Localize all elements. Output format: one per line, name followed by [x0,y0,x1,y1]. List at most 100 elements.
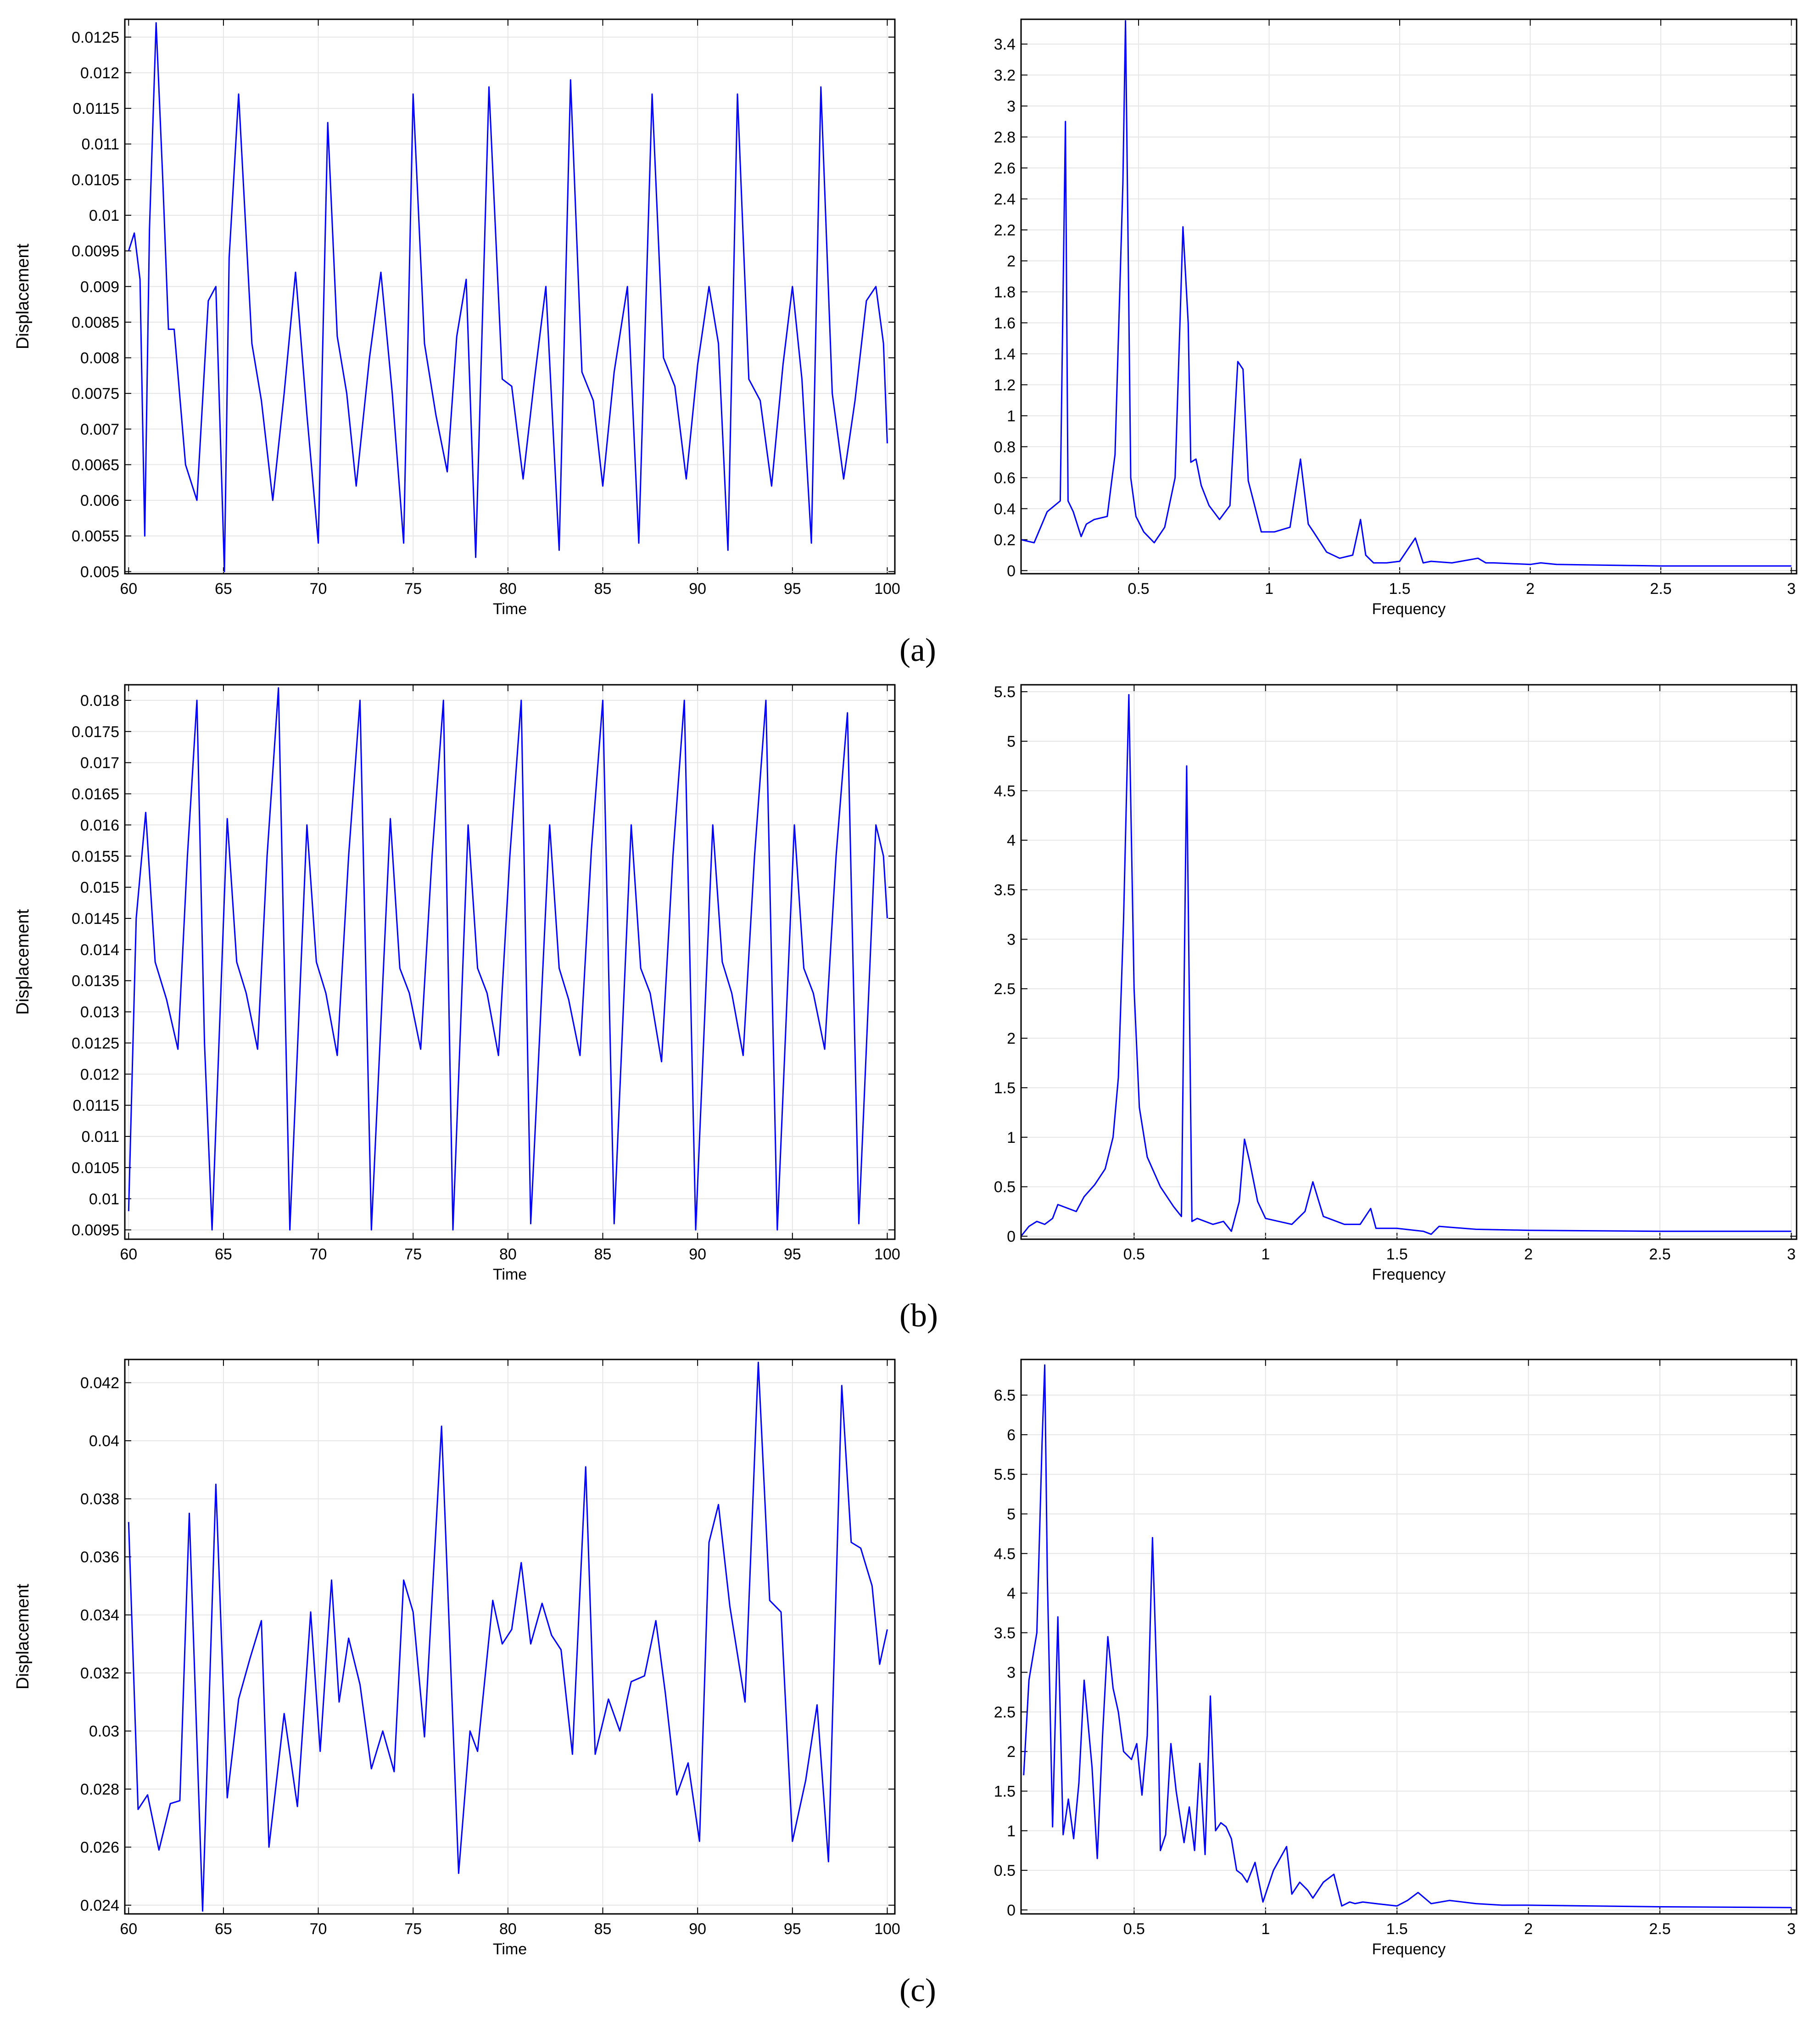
y-tick-label: 0.8 [994,438,1016,456]
y-tick-label: 0.6 [994,470,1016,487]
y-tick-label: 1 [1007,408,1016,425]
x-tick-label: 70 [310,1246,327,1263]
x-tick-label: 65 [215,1246,232,1263]
series-line [128,22,888,572]
x-tick-label: 65 [215,1920,232,1938]
caption-c: (c) [899,1972,936,2008]
x-tick-label: 1 [1261,1920,1270,1938]
x-tick-label: 90 [689,580,706,598]
y-tick-label: 0.042 [80,1375,119,1392]
x-tick-label: 70 [310,580,327,598]
y-tick-label: 1.5 [994,1079,1016,1097]
y-tick-label: 0.0165 [72,786,119,803]
x-tick-label: 0.5 [1123,1246,1145,1263]
y-tick-label: 0.2 [994,531,1016,549]
x-tick-label: 3 [1787,1920,1796,1938]
y-tick-label: 2.2 [994,222,1016,239]
x-tick-label: 80 [499,580,517,598]
y-tick-label: 6.5 [994,1387,1016,1404]
y-tick-label: 0.008 [80,350,119,367]
x-tick-label: 100 [874,580,900,598]
chart-b-time: 60 65 70 75 80 85 90 95 100 0.0095 0.01 0.0105 0.011… [13,684,900,1283]
x-tick-label: 1.5 [1389,580,1410,598]
y-tick-label: 0.011 [81,136,119,153]
y-tick-label: 0.007 [80,421,119,438]
y-tick-label: 3 [1007,931,1016,948]
y-tick-label: 0 [1007,1228,1016,1246]
x-tick-label: 60 [120,1246,137,1263]
y-tick-label: 1.2 [994,376,1016,394]
plot-frame [1020,1359,1798,1915]
y-axis-label: Displacement [13,1583,33,1689]
y-tick-label: 5.5 [994,1466,1016,1483]
y-tick-label: 0.028 [80,1781,119,1798]
x-tick-label: 75 [404,1920,422,1938]
series-line [1021,20,1792,567]
chart-a-time: 60 65 70 75 80 85 90 95 100 0.005 0.0055 0.006 0.006… [13,18,900,618]
y-tick-label: 0.03 [89,1723,119,1740]
y-tick-label: 0.038 [80,1491,119,1508]
x-tick-label: 80 [499,1246,517,1263]
y-tick-label: 0.4 [994,500,1016,518]
y-tick-label: 0.034 [80,1607,119,1624]
plot-area [1021,19,1797,574]
series-line [1020,694,1792,1237]
y-tick-label: 0.032 [80,1665,119,1682]
y-tick-label: 2.5 [994,980,1016,998]
y-tick-label: 3.2 [994,67,1016,84]
x-tick-label: 70 [310,1920,327,1938]
plot-frame [124,1359,896,1915]
y-tick-label: 2.8 [994,129,1016,146]
y-tick-label: 0.0125 [72,29,119,46]
x-tick-label: 75 [404,580,422,598]
chart-a-frequency: 0.5 1 1.5 2 2.5 3 0 0.2 0.4 0.6 0.8 1 1.2 1.4 1.6 1.8 2 2… [994,18,1798,618]
plot-area [1021,685,1797,1239]
y-tick-label: 0.0115 [73,1097,119,1114]
y-tick-label: 0.036 [80,1549,119,1566]
x-tick-label: 2.5 [1649,1246,1670,1263]
y-tick-label: 0 [1007,562,1016,580]
plot-area [125,1359,895,1914]
y-tick-label: 0.026 [80,1839,119,1857]
x-tick-label: 85 [594,580,612,598]
y-tick-label: 0.0135 [72,973,119,990]
x-axis-label: Time [493,600,527,618]
x-tick-label: 85 [594,1246,612,1263]
caption-a: (a) [899,632,936,668]
y-tick-label: 1 [1007,1823,1016,1840]
y-tick-label: 0.0075 [72,385,119,403]
plot-frame [124,684,896,1240]
y-tick-label: 0.011 [81,1128,119,1146]
y-tick-label: 0.016 [80,817,119,834]
y-tick-label: 0.006 [80,492,119,509]
x-tick-label: 100 [874,1246,900,1263]
y-tick-label: 1 [1007,1129,1016,1147]
x-tick-label: 3 [1787,1246,1796,1263]
x-tick-label: 0.5 [1123,1920,1145,1938]
y-tick-label: 0.009 [80,278,119,296]
x-tick-label: 90 [689,1246,706,1263]
plot-area [125,19,895,574]
y-tick-label: 1.5 [994,1783,1016,1801]
x-tick-label: 2 [1524,1920,1533,1938]
x-tick-label: 0.5 [1128,580,1149,598]
x-axis-label: Time [493,1941,527,1958]
x-tick-label: 60 [120,1920,137,1938]
y-tick-label: 0.018 [80,692,119,710]
x-tick-label: 65 [215,580,232,598]
x-tick-label: 2 [1524,1246,1533,1263]
series-line [128,1361,888,1912]
y-tick-label: 0.012 [80,1066,119,1083]
x-axis-label: Frequency [1372,600,1446,618]
y-tick-label: 0.0095 [72,1222,119,1239]
y-tick-label: 0.5 [994,1862,1016,1879]
y-tick-label: 0.0145 [72,910,119,928]
y-tick-label: 0 [1007,1902,1016,1919]
x-tick-label: 75 [404,1246,422,1263]
x-tick-label: 90 [689,1920,706,1938]
plot-frame [1020,18,1798,575]
y-tick-label: 3 [1007,98,1016,115]
y-tick-label: 4.5 [994,1545,1016,1563]
y-tick-label: 0.014 [80,941,119,959]
x-axis-label: Time [493,1266,527,1283]
